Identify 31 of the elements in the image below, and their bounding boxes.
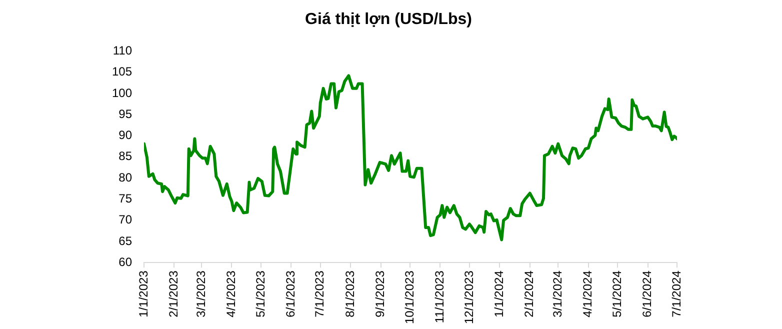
x-tick-label: 5/1/2023 xyxy=(253,270,268,318)
x-tick-label: 6/1/2023 xyxy=(283,270,298,318)
x-tick-label: 7/1/2023 xyxy=(312,270,327,318)
x-tick-label: 5/1/2024 xyxy=(610,270,624,318)
x-tick-label: 8/1/2023 xyxy=(342,270,357,318)
y-tick-label: 85 xyxy=(118,149,132,164)
x-tick-label: 4/1/2024 xyxy=(580,270,595,318)
y-tick-label: 65 xyxy=(118,234,132,248)
x-tick-label: 12/1/2023 xyxy=(462,270,476,324)
x-tick-label: 7/1/2024 xyxy=(669,270,684,318)
y-tick-label: 105 xyxy=(112,64,132,79)
x-tick-label: 10/1/2023 xyxy=(402,270,416,324)
x-tick-label: 1/1/2024 xyxy=(492,270,506,318)
x-tick-label: 3/1/2023 xyxy=(194,270,208,318)
y-tick-label: 60 xyxy=(118,254,132,269)
x-tick-label: 9/1/2023 xyxy=(373,270,388,318)
y-tick-label: 90 xyxy=(118,128,132,142)
x-tick-label: 4/1/2023 xyxy=(224,270,238,318)
x-tick-label: 6/1/2024 xyxy=(640,270,654,318)
x-tick-label: 1/1/2023 xyxy=(136,270,150,318)
x-tick-label: 11/1/2023 xyxy=(432,270,447,324)
x-tick-label: 2/1/2024 xyxy=(522,270,536,318)
x-tick-label: 2/1/2023 xyxy=(166,270,181,318)
y-tick-label: 80 xyxy=(118,170,132,184)
y-tick-label: 100 xyxy=(112,86,132,100)
y-tick-label: 110 xyxy=(112,44,132,58)
y-tick-label: 75 xyxy=(118,192,132,206)
x-tick-label: 3/1/2024 xyxy=(550,270,564,318)
y-tick-label: 70 xyxy=(118,212,132,227)
chart-title: Giá thịt lợn (USD/Lbs) xyxy=(305,11,472,28)
y-tick-label: 95 xyxy=(118,106,132,121)
